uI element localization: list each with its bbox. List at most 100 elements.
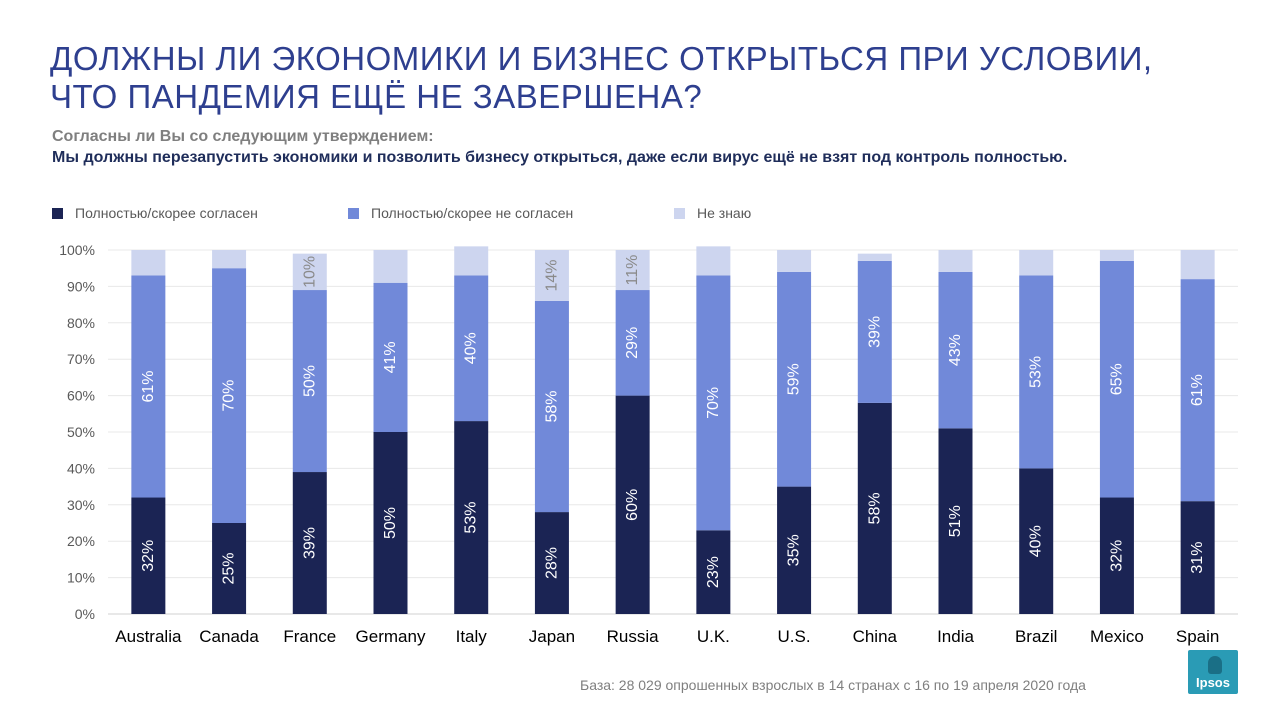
- bar-segment: [212, 523, 247, 614]
- bar-segment: [292, 253, 327, 291]
- bar-segment: [938, 428, 973, 614]
- data-label: 28%: [543, 547, 560, 579]
- legend-label-dont-know: Не знаю: [697, 205, 752, 221]
- data-label: 32%: [140, 540, 157, 572]
- legend-label-disagree: Полностью/скорее не согласен: [371, 205, 574, 221]
- bar-segment: [777, 271, 812, 487]
- title-line-2: ЧТО ПАНДЕМИЯ ЕЩЁ НЕ ЗАВЕРШЕНА?: [50, 78, 703, 115]
- x-category-label: China: [853, 627, 898, 646]
- y-tick-label: 10%: [67, 570, 95, 586]
- x-category-label: India: [937, 627, 974, 646]
- logo-mark-icon: [1208, 656, 1222, 674]
- data-label: 70%: [221, 380, 238, 412]
- data-label: 61%: [140, 370, 157, 402]
- bar-segment: [212, 268, 247, 523]
- y-tick-label: 20%: [67, 533, 95, 549]
- bar-segment: [615, 395, 650, 614]
- question-text: Согласны ли Вы со следующим утверждением…: [52, 128, 434, 145]
- survey-question: Согласны ли Вы со следующим утверждением…: [52, 126, 1262, 168]
- bar-segment: [857, 253, 892, 261]
- bar-segment: [615, 250, 650, 291]
- y-tick-label: 40%: [67, 460, 95, 476]
- bar-segment: [534, 512, 569, 614]
- data-label: 32%: [1108, 540, 1125, 572]
- y-tick-label: 30%: [67, 497, 95, 513]
- bar-segment: [1019, 275, 1054, 469]
- y-tick-label: 70%: [67, 351, 95, 367]
- data-label: 40%: [463, 332, 480, 364]
- bar-segment: [454, 275, 489, 422]
- data-label: 25%: [221, 552, 238, 584]
- data-label: 65%: [1108, 363, 1125, 395]
- data-label: 51%: [947, 505, 964, 537]
- data-label: 60%: [624, 489, 641, 521]
- x-category-label: France: [283, 627, 336, 646]
- data-label: 11%: [624, 255, 641, 286]
- bar-segment: [615, 290, 650, 396]
- bar-segment: [1180, 501, 1215, 614]
- bar-segment: [534, 300, 569, 513]
- ipsos-logo: Ipsos: [1188, 650, 1238, 694]
- data-label: 39%: [301, 527, 318, 559]
- bar-segment: [777, 486, 812, 614]
- y-tick-label: 80%: [67, 315, 95, 331]
- bar-segment: [292, 290, 327, 473]
- bar-segment: [131, 497, 166, 614]
- page-title: ДОЛЖНЫ ЛИ ЭКОНОМИКИ И БИЗНЕС ОТКРЫТЬСЯ П…: [50, 40, 1250, 116]
- data-label: 61%: [1189, 374, 1206, 406]
- statement-text: Мы должны перезапустить экономики и позв…: [52, 149, 1068, 166]
- legend-item-agree: Полностью/скорее согласен: [52, 205, 258, 221]
- x-category-label: Australia: [115, 627, 182, 646]
- data-label: 58%: [543, 391, 560, 423]
- y-tick-label: 60%: [67, 388, 95, 404]
- data-label: 53%: [463, 502, 480, 534]
- data-label: 50%: [301, 365, 318, 397]
- bar-segment: [938, 271, 973, 429]
- x-category-label: Japan: [529, 627, 575, 646]
- data-label: 43%: [947, 334, 964, 366]
- y-tick-label: 100%: [59, 242, 95, 258]
- data-label: 59%: [786, 363, 803, 395]
- bar-segment: [696, 275, 731, 531]
- data-label: 31%: [1189, 542, 1206, 574]
- legend-swatch-agree: [52, 207, 63, 219]
- x-category-label: Brazil: [1015, 627, 1058, 646]
- bar-segment: [373, 250, 408, 283]
- x-category-label: Canada: [199, 627, 259, 646]
- data-label: 50%: [382, 507, 399, 539]
- chart-legend: Полностью/скорее согласен Полностью/скор…: [52, 205, 852, 225]
- bar-segment: [1099, 250, 1134, 261]
- y-tick-label: 90%: [67, 278, 95, 294]
- bar-segment: [454, 246, 489, 276]
- bar-segment: [857, 402, 892, 614]
- bar-segment: [1099, 497, 1134, 614]
- legend-swatch-disagree: [348, 207, 359, 219]
- bar-segment: [696, 246, 731, 276]
- data-label: 70%: [705, 387, 722, 419]
- x-category-label: Spain: [1176, 627, 1219, 646]
- data-label: 53%: [1028, 356, 1045, 388]
- bar-segment: [373, 282, 408, 432]
- x-category-label: Russia: [607, 627, 660, 646]
- y-tick-label: 50%: [67, 424, 95, 440]
- bar-segment: [1019, 468, 1054, 614]
- bar-segment: [1099, 260, 1134, 498]
- bar-segment: [534, 250, 569, 301]
- bar-segment: [454, 421, 489, 614]
- data-label: 58%: [866, 492, 883, 524]
- bar-segment: [777, 250, 812, 272]
- footer-note: База: 28 029 опрошенных взрослых в 14 ст…: [580, 677, 1086, 693]
- data-label: 23%: [705, 556, 722, 588]
- bar-segment: [131, 275, 166, 498]
- bar-segment: [1180, 279, 1215, 502]
- data-label: 10%: [301, 256, 318, 288]
- bar-segment: [857, 260, 892, 403]
- legend-label-agree: Полностью/скорее согласен: [75, 205, 258, 221]
- legend-item-dont-know: Не знаю: [674, 205, 751, 221]
- bar-segment: [131, 250, 166, 276]
- bar-segment: [938, 250, 973, 272]
- data-label: 35%: [786, 534, 803, 566]
- bar-segment: [1180, 250, 1215, 280]
- x-category-label: Mexico: [1090, 627, 1144, 646]
